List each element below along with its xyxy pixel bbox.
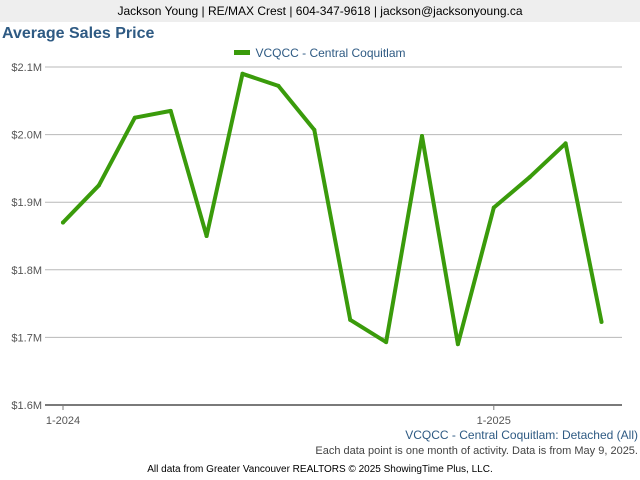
data-point: [240, 71, 245, 76]
data-point: [61, 220, 65, 225]
legend-label: VCQCC - Central Coquitlam: [255, 46, 406, 60]
data-point: [168, 108, 173, 113]
agent-contact-text: Jackson Young | RE/MAX Crest | 604-347-9…: [117, 4, 523, 18]
data-point: [96, 183, 101, 188]
agent-contact-bar: Jackson Young | RE/MAX Crest | 604-347-9…: [0, 0, 640, 22]
data-point: [312, 127, 317, 132]
chart-legend: VCQCC - Central Coquitlam: [0, 44, 640, 62]
legend-swatch: [234, 50, 251, 56]
data-note: Each data point is one month of activity…: [315, 445, 638, 457]
y-tick-label: $1.8M: [11, 265, 42, 277]
data-point: [132, 115, 137, 120]
chart-subtitle: VCQCC - Central Coquitlam: Detached (All…: [405, 428, 638, 442]
y-tick-label: $1.6M: [11, 400, 42, 412]
data-point: [384, 340, 389, 345]
x-tick-label: 1-2024: [46, 415, 80, 427]
footer-credit: All data from Greater Vancouver REALTORS…: [147, 464, 493, 475]
chart-title: Average Sales Price: [2, 25, 155, 42]
data-point: [348, 317, 353, 322]
data-point: [599, 319, 604, 324]
data-point: [563, 141, 568, 146]
y-tick-label: $2.0M: [11, 130, 42, 142]
data-point: [527, 175, 532, 180]
y-tick-label: $1.9M: [11, 197, 42, 209]
data-point: [204, 234, 209, 238]
x-tick-label: 1-2025: [477, 415, 511, 427]
data-point: [276, 83, 281, 88]
series-line: [61, 71, 604, 347]
y-tick-label: $2.1M: [11, 62, 42, 74]
data-point: [455, 342, 460, 347]
data-point: [491, 205, 496, 210]
data-point: [420, 133, 424, 138]
y-tick-label: $1.7M: [11, 332, 42, 344]
